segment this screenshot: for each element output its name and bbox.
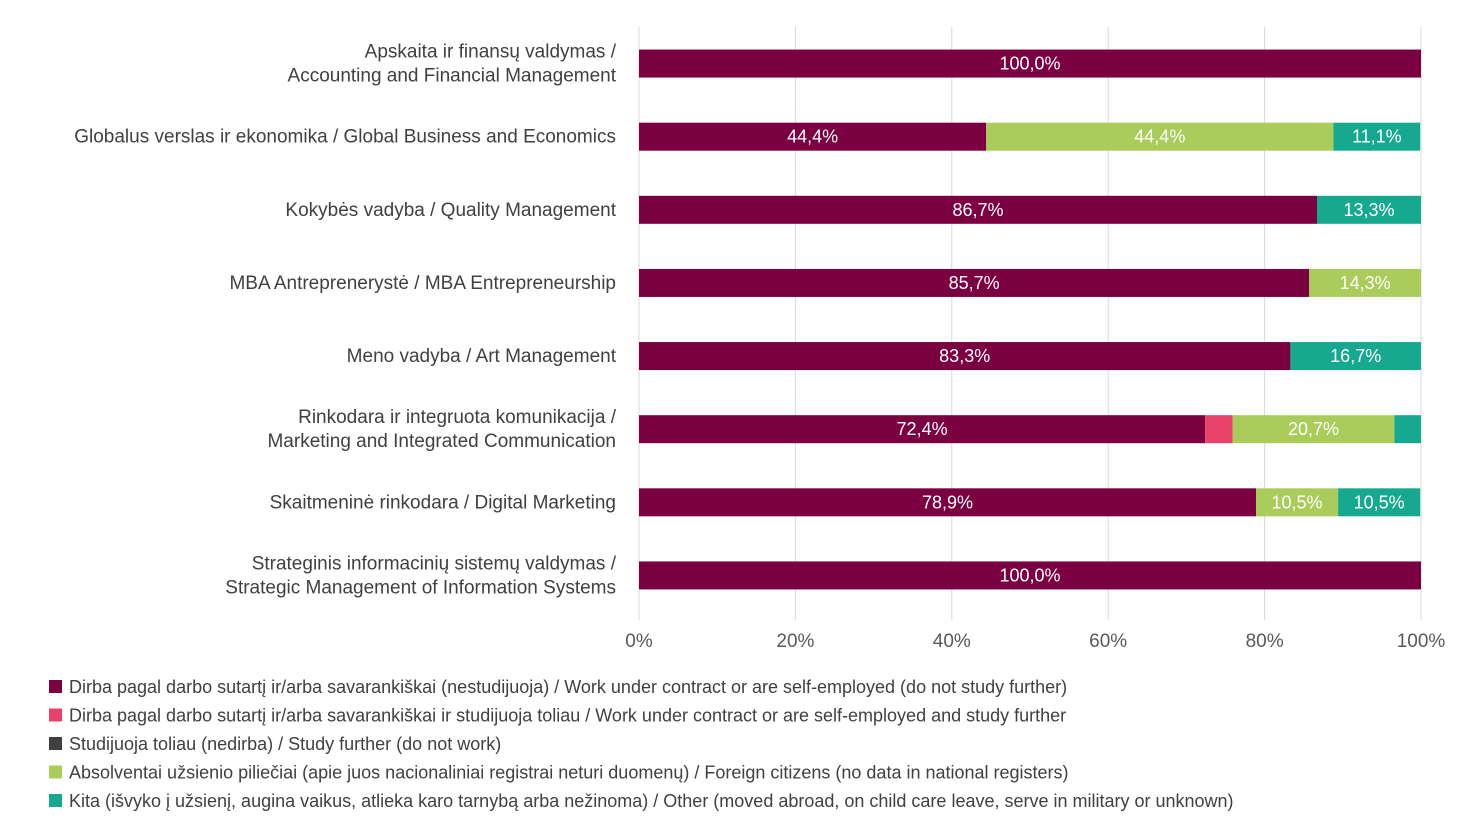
bar-segment [1290,342,1421,371]
data-label: 85,7% [949,273,1000,293]
x-axis-ticks: 0% 20% 40% 60% 80% 100% [625,631,1445,652]
legend-swatch [49,794,62,807]
bar-segment [639,415,1206,444]
category-label: Apskaita ir finansų valdymas / [365,42,617,63]
bar-segment [639,488,1256,517]
bar-segment [1205,415,1233,444]
legend-label: Absolventai užsienio piliečiai (apie juo… [69,763,1069,783]
legend: Dirba pagal darbo sutartį ir/arba savara… [49,677,1234,811]
data-label: 16,7% [1330,346,1381,366]
data-label: 72,4% [897,419,948,439]
bar-segment [986,122,1334,151]
data-label: 44,4% [1134,127,1185,147]
legend-label: Dirba pagal darbo sutartį ir/arba savara… [69,706,1066,726]
category-label: Marketing and Integrated Communication [267,431,616,452]
data-label: 100,0% [999,54,1060,74]
data-label: 10,5% [1272,492,1323,512]
bar-segment [1309,268,1421,297]
x-tick-label: 80% [1246,631,1284,652]
legend-swatch [49,680,62,693]
category-label: Globalus verslas ir ekonomika / Global B… [74,127,616,148]
category-label: Kokybės vadyba / Quality Management [285,200,616,221]
category-label: Accounting and Financial Management [288,66,617,87]
value-labels: 100,0% 44,4% 44,4% 11,1% 86,7% 13,3% 85,7% 14,3… [787,54,1405,586]
category-label: MBA Antreprenerystė / MBA Entrepreneursh… [229,273,616,294]
legend-label: Dirba pagal darbo sutartį ir/arba savara… [69,677,1067,697]
bar-segment [639,268,1310,297]
gridlines [638,27,1422,620]
legend-label: Studijuoja toliau (nedirba) / Study furt… [69,734,501,754]
bar-segment [1333,122,1421,151]
bar-segment [639,49,1421,78]
bar-segment [639,122,987,151]
category-label: Rinkodara ir integruota komunikacija / [298,407,617,428]
bars [639,49,1421,590]
x-tick-label: 20% [776,631,814,652]
category-label: Strateginis informacinių sistemų valdyma… [252,553,617,574]
bar-segment [639,342,1291,371]
category-label: Skaitmeninė rinkodara / Digital Marketin… [270,492,616,513]
data-label: 13,3% [1343,200,1394,220]
data-label: 83,3% [939,346,990,366]
data-label: 14,3% [1340,273,1391,293]
bar-segment [639,195,1317,224]
data-label: 20,7% [1288,419,1339,439]
x-tick-label: 60% [1089,631,1127,652]
bar-segment [1316,195,1421,224]
data-label: 11,1% [1352,127,1402,147]
category-label: Strategic Management of Information Syst… [225,577,616,598]
category-labels: Apskaita ir finansų valdymas / Accounting… [74,42,616,599]
legend-swatch [49,765,62,779]
x-tick-label: 100% [1397,631,1446,652]
data-label: 44,4% [787,127,838,147]
data-label: 78,9% [922,492,973,512]
bar-segment [1394,415,1421,444]
data-label: 10,5% [1354,492,1405,512]
x-tick-label: 0% [625,631,653,652]
bar-segment [639,561,1421,590]
legend-swatch [49,708,62,722]
legend-swatch [49,737,62,750]
bar-segment [1232,415,1395,444]
data-label: 100,0% [999,565,1060,585]
data-label: 86,7% [952,200,1003,220]
bar-segment [1255,488,1339,517]
x-tick-label: 40% [933,631,971,652]
category-label: Meno vadyba / Art Management [347,346,617,367]
bar-segment [1338,488,1421,517]
legend-label: Kita (išvyko į užsienį, augina vaikus, a… [69,791,1234,811]
